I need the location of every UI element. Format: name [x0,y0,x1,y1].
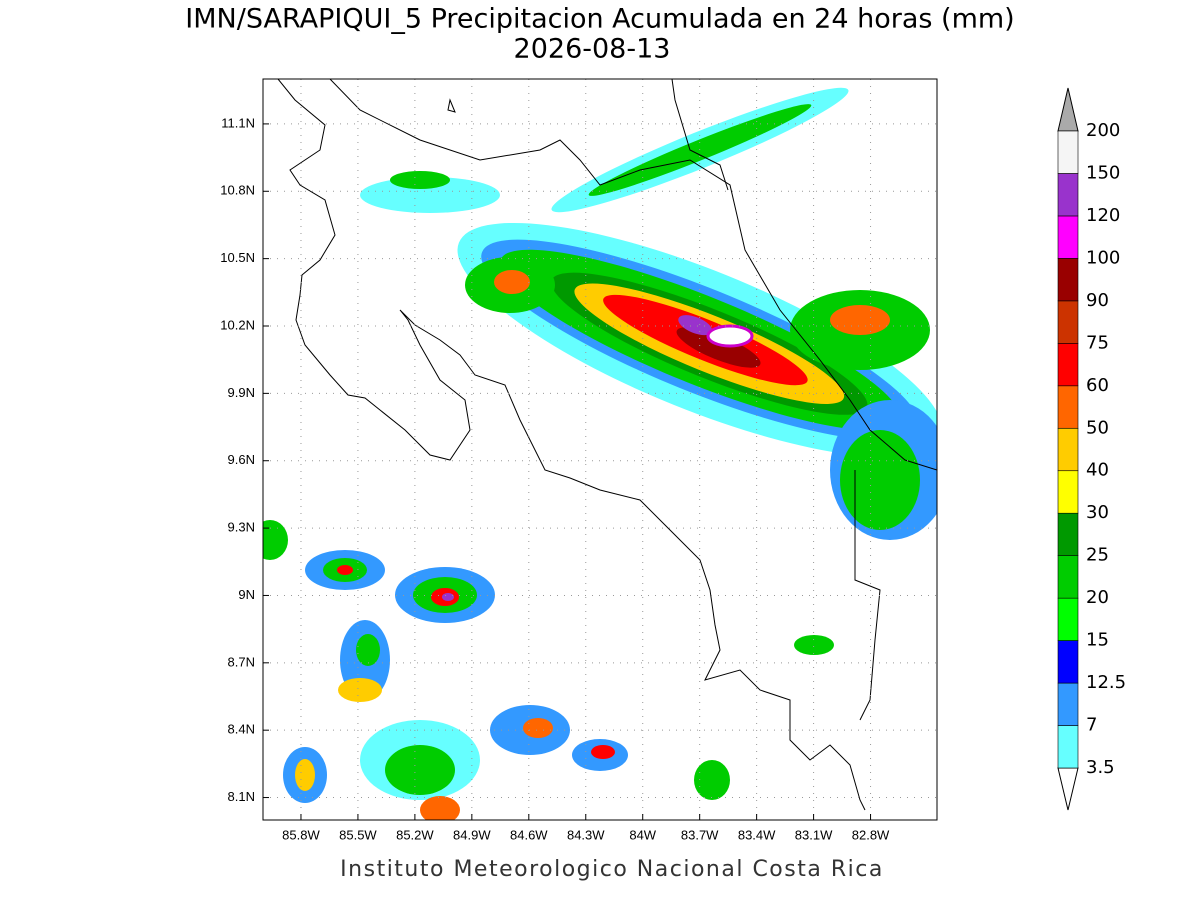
x-tick-label: 83.4W [738,827,776,842]
colorbar-label: 90 [1086,290,1109,311]
colorbar-box [1057,215,1079,259]
x-tick-label: 83.7W [681,827,719,842]
colorbar-label: 12.5 [1086,672,1126,693]
precip-field [263,87,937,820]
colorbar-box [1057,640,1079,684]
colorbar-label: 7 [1086,715,1097,736]
colorbar-label: 200 [1086,120,1120,141]
colorbar-label: 20 [1086,587,1109,608]
colorbar-box [1057,258,1079,302]
colorbar-label: 150 [1086,162,1120,183]
x-tick-label: 84.9W [453,827,491,842]
y-tick-label: 8.7N [228,654,255,669]
x-tick-label: 82.8W [852,827,890,842]
coastline [277,79,937,811]
subtitle: 2026-08-13 [514,34,671,65]
colorbar-box [1057,725,1079,769]
x-tick-label: 83.1W [795,827,833,842]
colorbar-box [1057,682,1079,726]
x-tick-label: 85.5W [339,827,377,842]
y-tick-label: 9.6N [228,452,255,467]
grid: 85.8W 85.5W 85.2W 84.9W 84.6W 84.3W 84W 83.7W 83… [220,79,937,842]
map-frame [262,78,938,821]
colorbar-label: 75 [1086,332,1109,353]
colorbar-label: 25 [1086,545,1109,566]
colorbar-box [1057,300,1079,344]
title: IMN/SARAPIQUI_5 Precipitacion Acumulada … [185,4,1014,35]
x-tick-label: 85.8W [282,827,320,842]
colorbar-box [1057,512,1079,556]
colorbar-box [1057,427,1079,472]
y-tick-label: 8.4N [228,722,255,737]
colorbar: 3.5 7 12.5 15 20 25 30 40 50 60 75 90 100 120 150 200 [1057,87,1126,811]
colorbar-box [1057,173,1079,217]
colorbar-label: 30 [1086,502,1109,523]
colorbar-box [1057,385,1079,429]
y-tick-label: 10.5N [220,250,255,265]
colorbar-label: 50 [1086,417,1109,438]
y-tick-label: 9N [238,587,255,602]
colorbar-label: 40 [1086,460,1109,481]
colorbar-under [1057,767,1079,811]
y-tick-label: 10.8N [220,183,255,198]
colorbar-label: 3.5 [1086,757,1115,778]
colorbar-label: 15 [1086,630,1109,651]
colorbar-box [1057,470,1079,514]
colorbar-box [1057,555,1079,599]
colorbar-label: 120 [1086,205,1120,226]
x-tick-label: 85.2W [396,827,434,842]
y-tick-label: 11.1N [221,115,255,130]
colorbar-box [1057,343,1079,387]
footer: Instituto Meteorologico Nacional Costa R… [340,857,884,882]
y-tick-label: 10.2N [220,317,255,332]
y-tick-label: 9.3N [228,520,255,535]
y-tick-label: 9.9N [228,385,255,400]
x-tick-label: 84.6W [510,827,548,842]
y-tick-label: 8.1N [228,789,255,804]
colorbar-label: 100 [1086,247,1120,268]
colorbar-box [1057,130,1079,174]
colorbar-box [1057,597,1079,641]
colorbar-label: 60 [1086,375,1109,396]
x-tick-label: 84.3W [567,827,605,842]
x-tick-label: 84W [629,827,656,842]
colorbar-over [1057,87,1079,132]
